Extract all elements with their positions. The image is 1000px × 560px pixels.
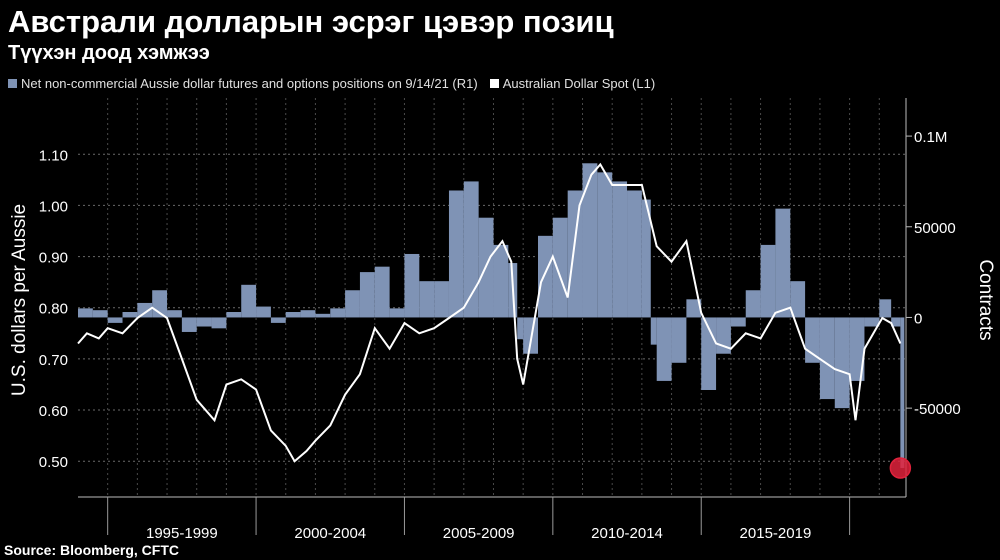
positions-bar <box>650 317 657 345</box>
positions-bar <box>226 312 242 318</box>
y-left-axis-title: U.S. dollars per Aussie <box>9 204 30 396</box>
chart-title: Австрали долларын эсрэг цэвэр позиц <box>8 4 614 39</box>
positions-bar <box>404 253 420 318</box>
positions-bar <box>671 317 687 363</box>
positions-bar <box>790 281 806 318</box>
legend-swatch-spot <box>489 79 499 88</box>
positions-bar <box>211 317 227 329</box>
positions-bar <box>196 317 212 327</box>
positions-bar <box>891 317 901 327</box>
positions-bar <box>745 290 761 318</box>
positions-bar <box>434 281 449 318</box>
positions-bar <box>122 312 138 318</box>
legend: Net non-commercial Aussie dollar futures… <box>8 76 667 91</box>
positions-bar <box>612 181 628 318</box>
y-left-tick-label: 1.10 <box>39 147 68 164</box>
positions-bar <box>270 317 286 323</box>
positions-bar <box>538 235 553 318</box>
x-tick-label: 2005-2009 <box>443 525 515 542</box>
positions-bar <box>849 317 865 381</box>
positions-bar <box>819 317 835 400</box>
chart-subtitle: Түүхэн доод хэмжээ <box>8 42 210 64</box>
legend-item-positions: Net non-commercial Aussie dollar futures… <box>8 76 478 91</box>
positions-bar <box>345 290 360 318</box>
positions-bar <box>256 306 271 318</box>
positions-bar <box>879 299 892 318</box>
positions-bar <box>330 308 346 318</box>
positions-bar <box>493 244 509 318</box>
positions-bar <box>315 313 331 318</box>
positions-bar <box>285 312 301 318</box>
highlight-marker <box>889 457 912 479</box>
positions-bar <box>760 244 776 318</box>
positions-bar <box>374 266 390 318</box>
y-left-tick-label: 0.70 <box>39 352 68 369</box>
positions-bar <box>463 181 479 318</box>
y-left-tick-label: 0.90 <box>39 250 68 267</box>
y-left-tick-label: 0.60 <box>39 403 68 420</box>
positions-bar <box>864 317 880 327</box>
positions-bar <box>78 308 93 318</box>
positions-bar <box>181 317 197 332</box>
positions-bar <box>137 302 153 318</box>
positions-bar <box>241 284 257 318</box>
positions-bar <box>389 308 405 318</box>
positions-bar <box>656 317 672 381</box>
positions-bar <box>107 317 123 323</box>
legend-swatch-positions <box>8 79 17 88</box>
x-tick-label: 2015-2019 <box>740 525 812 542</box>
positions-bar <box>834 317 850 409</box>
y-right-tick-label: -50000 <box>914 401 961 418</box>
y-left-tick-label: 1.00 <box>39 198 68 215</box>
positions-bar <box>567 190 583 318</box>
positions-bar <box>448 190 464 318</box>
legend-label-spot: Australian Dollar Spot (L1) <box>502 76 656 91</box>
legend-item-spot: Australian Dollar Spot (L1) <box>489 76 656 91</box>
x-tick-label: 1995-1999 <box>146 525 218 542</box>
axes: 0.50 0.60 0.70 0.80 0.90 1.00 1.10 0.1M 50000 0 -5… <box>9 98 996 542</box>
positions-bar <box>523 317 538 354</box>
positions-bar <box>686 299 702 318</box>
positions-bar <box>775 208 791 318</box>
positions-bar <box>627 190 642 318</box>
positions-bar <box>300 310 316 318</box>
y-right-tick-label: 0.1M <box>914 129 947 146</box>
positions-bar <box>582 163 598 318</box>
positions-bar <box>419 281 435 318</box>
positions-bar <box>517 317 524 340</box>
x-tick-label: 2010-2014 <box>591 525 663 542</box>
positions-bar <box>597 172 613 318</box>
positions-bar <box>552 217 568 318</box>
positions-bar <box>900 317 905 468</box>
x-tick-label: 2000-2004 <box>294 525 366 542</box>
spot-line <box>77 162 902 463</box>
positions-bar <box>641 199 651 318</box>
y-right-tick-label: 50000 <box>914 220 956 237</box>
positions-bar <box>92 310 108 318</box>
highlight-circle <box>889 457 912 479</box>
y-left-tick-label: 0.50 <box>39 454 68 471</box>
y-right-axis-title: Contracts <box>975 259 996 340</box>
positions-bar <box>359 272 375 318</box>
legend-label-positions: Net non-commercial Aussie dollar futures… <box>21 76 478 91</box>
positions-bar <box>167 310 182 318</box>
y-right-tick-label: 0 <box>914 310 922 327</box>
positions-bar <box>805 317 820 363</box>
y-left-tick-label: 0.80 <box>39 301 68 318</box>
positions-area <box>78 163 905 468</box>
positions-bar <box>730 317 746 327</box>
source-note: Source: Bloomberg, CFTC <box>4 542 180 558</box>
